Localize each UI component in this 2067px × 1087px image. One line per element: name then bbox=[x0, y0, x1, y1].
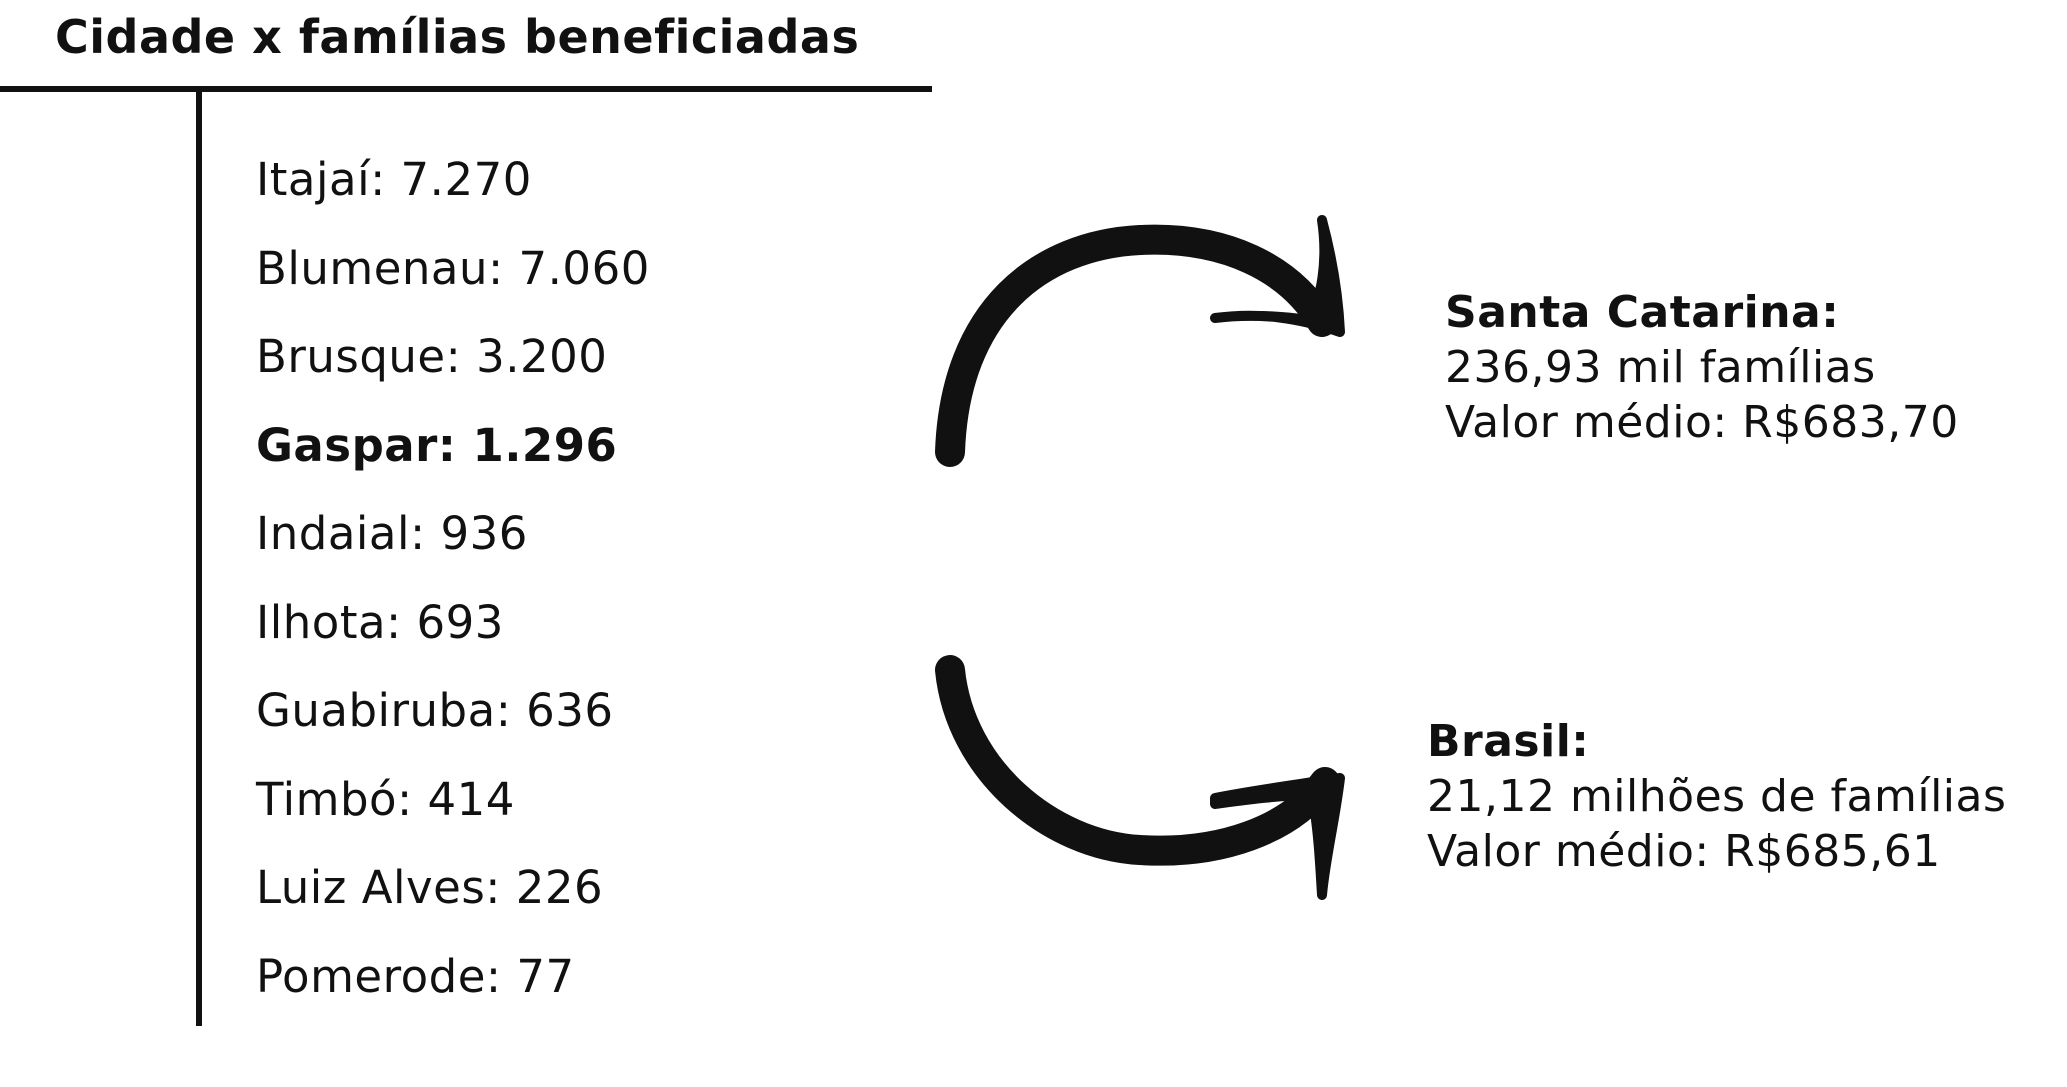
city-item-luiz-alves: Luiz Alves: 226 bbox=[256, 861, 604, 914]
santa-catarina-average: Valor médio: R$683,70 bbox=[1445, 397, 1959, 448]
city-item-ilhota: Ilhota: 693 bbox=[256, 595, 504, 649]
title-underline bbox=[0, 86, 932, 92]
city-item-timbo: Timbó: 414 bbox=[256, 772, 515, 826]
brasil-summary: Brasil: 21,12 milhões de famílias Valor … bbox=[1427, 714, 2006, 879]
santa-catarina-families: 236,93 mil famílias bbox=[1445, 342, 1876, 393]
brasil-average: Valor médio: R$685,61 bbox=[1427, 826, 1941, 877]
city-item-itajai: Itajaí: 7.270 bbox=[256, 153, 532, 206]
city-item-gaspar: Gaspar: 1.296 bbox=[256, 418, 618, 472]
city-item-pomerode: Pomerode: 77 bbox=[256, 949, 575, 1003]
city-item-blumenau: Blumenau: 7.060 bbox=[256, 241, 650, 295]
santa-catarina-heading: Santa Catarina: bbox=[1445, 287, 1840, 338]
city-item-guabiruba: Guabiruba: 636 bbox=[256, 684, 614, 737]
vertical-divider bbox=[196, 90, 202, 1026]
page-title: Cidade x famílias beneficiadas bbox=[55, 10, 860, 64]
city-list: Itajaí: 7.270 Blumenau: 7.060 Brusque: 3… bbox=[256, 146, 650, 1031]
santa-catarina-summary: Santa Catarina: 236,93 mil famílias Valo… bbox=[1445, 285, 1959, 450]
city-item-brusque: Brusque: 3.200 bbox=[256, 330, 608, 383]
city-item-indaial: Indaial: 936 bbox=[256, 507, 528, 560]
brasil-heading: Brasil: bbox=[1427, 716, 1590, 767]
brasil-families: 21,12 milhões de famílias bbox=[1427, 771, 2007, 822]
curved-arrow-up-icon bbox=[935, 215, 1345, 467]
curved-arrow-down-icon bbox=[935, 655, 1345, 900]
